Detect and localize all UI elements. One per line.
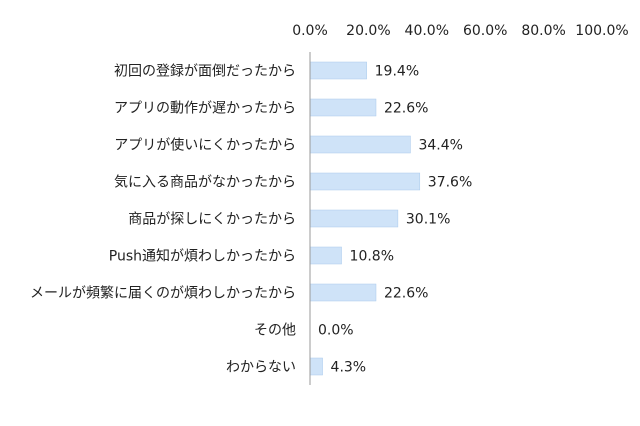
category-label: メールが頻繁に届くのが煩わしかったから: [30, 286, 296, 302]
x-tick-label: 80.0%: [521, 23, 565, 39]
x-tick-label: 40.0%: [405, 23, 449, 39]
data-label: 37.6%: [428, 175, 472, 191]
category-label: 商品が探しにくかったから: [128, 212, 296, 228]
data-label: 4.3%: [331, 360, 367, 376]
data-label: 0.0%: [318, 323, 354, 339]
x-tick-label: 100.0%: [575, 23, 628, 39]
category-label: 気に入る商品がなかったから: [114, 175, 296, 191]
bar: [309, 98, 377, 117]
x-tick-label: 60.0%: [463, 23, 507, 39]
x-tick-label: 20.0%: [346, 23, 390, 39]
category-label: その他: [254, 323, 296, 339]
data-label: 30.1%: [406, 212, 450, 228]
bar: [309, 209, 399, 228]
x-tick-labels: 0.0% 20.0% 40.0% 60.0% 80.0% 100.0%: [292, 23, 628, 39]
category-labels: 初回の登録が面倒だったからアプリの動作が遅かったからアプリが使いにくかったから気…: [30, 63, 296, 376]
bar: [309, 172, 421, 191]
data-label: 22.6%: [384, 101, 428, 117]
data-label: 19.4%: [375, 64, 419, 80]
x-tick-label: 0.0%: [292, 23, 328, 39]
bar: [309, 135, 411, 154]
category-label: わからない: [226, 360, 296, 376]
data-label: 22.6%: [384, 286, 428, 302]
data-labels: 19.4% 22.6% 34.4% 37.6% 30.1% 10.8% 22.6% 0.0% 4…: [318, 64, 472, 376]
bar: [309, 246, 342, 265]
category-label: 初回の登録が面倒だったから: [114, 63, 296, 80]
bar: [309, 357, 323, 376]
bar: [309, 61, 367, 80]
category-label: アプリの動作が遅かったから: [114, 101, 296, 117]
bar: [309, 283, 377, 302]
data-label: 34.4%: [418, 138, 462, 154]
data-label: 10.8%: [350, 249, 394, 265]
category-label: アプリが使いにくかったから: [114, 137, 296, 154]
category-label: Push通知が煩わしかったから: [109, 248, 296, 265]
